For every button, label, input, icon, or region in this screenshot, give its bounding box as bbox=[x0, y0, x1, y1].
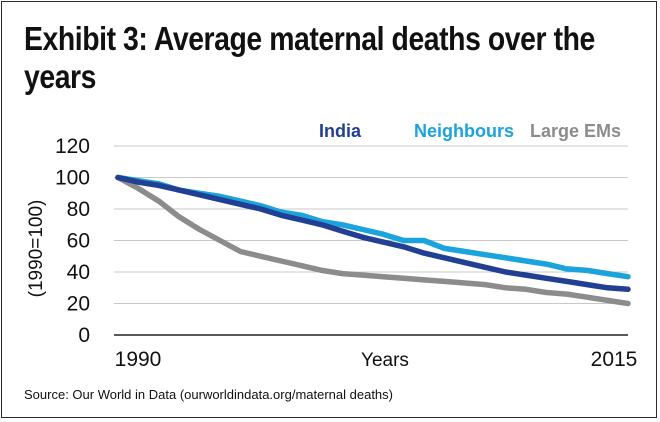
y-tick-label: 0 bbox=[78, 324, 90, 347]
legend-item-large-ems: Large EMs bbox=[530, 121, 621, 141]
chart-title: Exhibit 3: Average maternal deaths over … bbox=[24, 20, 595, 95]
gridlines bbox=[114, 145, 628, 336]
y-tick-label: 100 bbox=[55, 167, 90, 190]
series-line-large-ems bbox=[115, 174, 631, 307]
y-tick-label: 60 bbox=[67, 230, 90, 253]
legend-item-india: India bbox=[319, 121, 362, 141]
y-tick-label: 20 bbox=[67, 293, 90, 316]
y-tick-label: 80 bbox=[67, 198, 90, 221]
series-line-india bbox=[115, 174, 631, 293]
x-tick-label: 2015 bbox=[591, 348, 638, 371]
x-axis-label: Years bbox=[361, 350, 409, 371]
y-tick-label: 40 bbox=[67, 261, 90, 284]
x-axis-ticks: 1990 2015 bbox=[115, 348, 638, 371]
line-chart: 0 20 40 60 80 100 120 1990 2015 India Neighbours… bbox=[26, 121, 638, 371]
y-axis-label: (1990=100) bbox=[26, 200, 47, 298]
y-axis-ticks: 0 20 40 60 80 100 120 bbox=[55, 135, 90, 347]
legend: India Neighbours Large EMs bbox=[319, 121, 621, 141]
x-tick-label: 1990 bbox=[115, 348, 162, 371]
legend-item-neighbours: Neighbours bbox=[414, 121, 514, 141]
y-tick-label: 120 bbox=[55, 135, 90, 158]
source-note: Source: Our World in Data (ourworldindat… bbox=[24, 387, 393, 402]
series-lines bbox=[115, 174, 631, 307]
